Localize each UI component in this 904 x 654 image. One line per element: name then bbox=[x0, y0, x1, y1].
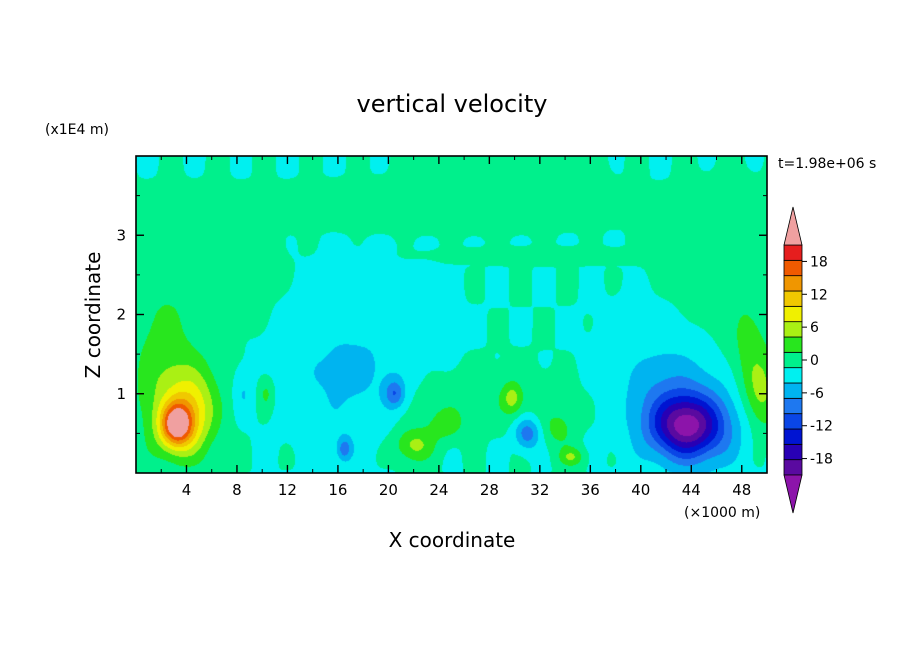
colorbar-band bbox=[783, 321, 803, 338]
y-tick-label: 1 bbox=[116, 385, 126, 403]
y-axis: 1 2 3 bbox=[116, 195, 767, 434]
colorbar-band bbox=[783, 459, 803, 476]
colorbar-tick-label: -18 bbox=[810, 452, 833, 468]
colorbar-band bbox=[783, 351, 803, 369]
colorbar-tick-label: -12 bbox=[810, 419, 833, 435]
colorbar-band bbox=[783, 336, 803, 353]
colorbar-band bbox=[783, 275, 803, 292]
colorbar-tick-label: 18 bbox=[810, 254, 828, 270]
colorbar-over-triangle bbox=[783, 206, 803, 246]
x-tick-label: 24 bbox=[429, 481, 448, 499]
x-axis: 4 8 12 16 20 24 28 32 36 40 44 48 bbox=[160, 156, 751, 499]
colorbar-band bbox=[783, 367, 803, 384]
heatmap-field bbox=[136, 156, 767, 473]
x-tick-label: 20 bbox=[379, 481, 398, 499]
x-unit-label: (×1000 m) bbox=[684, 505, 760, 521]
x-axis-label: X coordinate bbox=[389, 528, 516, 552]
colorbar-band bbox=[783, 397, 803, 415]
x-tick-label: 16 bbox=[328, 481, 347, 499]
colorbar-band bbox=[783, 290, 803, 307]
colorbar-under-triangle bbox=[783, 474, 803, 514]
x-tick-label: 8 bbox=[232, 481, 242, 499]
y-unit-label: (x1E4 m) bbox=[45, 122, 109, 138]
colorbar-tick-label: 12 bbox=[810, 287, 828, 303]
colorbar-band bbox=[783, 259, 803, 277]
colorbar-band bbox=[783, 305, 803, 323]
y-tick-label: 2 bbox=[116, 306, 126, 324]
x-tick-label: 44 bbox=[682, 481, 701, 499]
x-tick-label: 32 bbox=[530, 481, 549, 499]
colorbar-band bbox=[783, 443, 803, 461]
chart-title: vertical velocity bbox=[357, 90, 548, 118]
x-tick-label: 28 bbox=[480, 481, 499, 499]
colorbar-band bbox=[783, 428, 803, 445]
colorbar-band bbox=[783, 244, 803, 261]
colorbar: 18 12 6 0 -6 -12 -18 bbox=[783, 206, 833, 514]
colorbar-band bbox=[783, 382, 803, 399]
x-tick-label: 12 bbox=[278, 481, 297, 499]
colorbar-tick-label: -6 bbox=[810, 386, 824, 402]
heatmap-image bbox=[136, 156, 767, 473]
x-tick-label: 4 bbox=[182, 481, 192, 499]
y-axis-label: Z coordinate bbox=[81, 252, 105, 379]
x-tick-label: 36 bbox=[581, 481, 600, 499]
time-label: t=1.98e+06 s bbox=[778, 156, 876, 172]
x-tick-label: 40 bbox=[631, 481, 650, 499]
y-tick-label: 3 bbox=[116, 226, 126, 244]
colorbar-band bbox=[783, 413, 803, 430]
x-tick-label: 48 bbox=[732, 481, 751, 499]
colorbar-tick-label: 0 bbox=[810, 353, 819, 369]
colorbar-tick-label: 6 bbox=[810, 320, 819, 336]
